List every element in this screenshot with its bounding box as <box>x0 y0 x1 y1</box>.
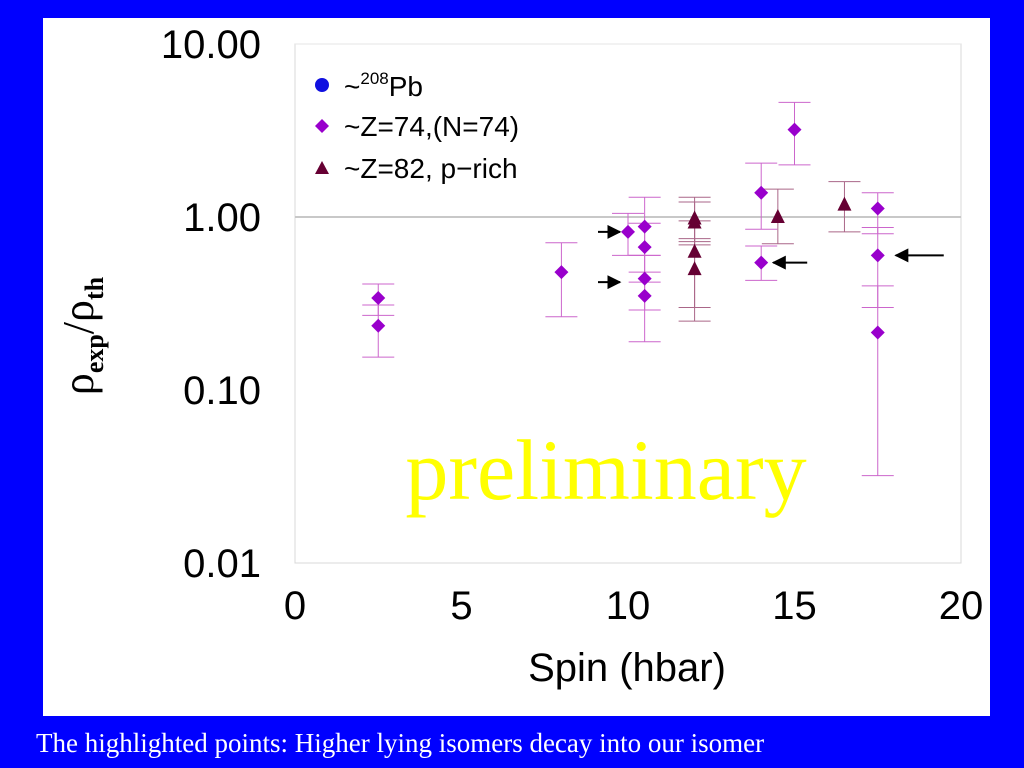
y-label-rho-exp: ρ <box>54 373 103 395</box>
y-label-sep: / <box>54 321 103 334</box>
slide-caption: The highlighted points: Higher lying iso… <box>36 728 765 758</box>
x-tick-label: 15 <box>772 584 817 628</box>
data-point-z74 <box>371 291 386 306</box>
y-label-sub-th: th <box>80 276 109 300</box>
legend-label-z74: ~Z=74,(N=74) <box>344 111 519 142</box>
data-point-z82 <box>770 209 785 223</box>
legend-label-z82: ~Z=82, p−rich <box>344 153 518 184</box>
y-label-rho-th: ρ <box>54 300 103 322</box>
data-point-z74 <box>870 325 885 340</box>
data-point-z82 <box>687 261 702 276</box>
data-point-z82 <box>837 196 852 211</box>
y-tick-label: 10.00 <box>161 23 261 67</box>
scatter-chart: 0 5 10 15 20 10.00 1.00 0.10 0.01 Spin (hbar) ρe… <box>54 23 983 690</box>
chart-panel: 0 5 10 15 20 10.00 1.00 0.10 0.01 Spin (hbar) ρe… <box>43 18 990 716</box>
legend-label-pb: ~208Pb <box>344 69 423 102</box>
y-label-sub-exp: exp <box>80 334 109 373</box>
data-point-z74 <box>754 255 769 270</box>
x-tick-label: 20 <box>939 584 984 628</box>
y-tick-label: 0.10 <box>183 369 261 413</box>
legend-pb-symbol: Pb <box>389 71 423 102</box>
legend-marker-pb <box>315 78 329 92</box>
data-point-z82 <box>687 243 702 258</box>
data-points-layer <box>371 122 885 340</box>
x-tick-label: 5 <box>450 584 472 628</box>
data-point-z74 <box>870 248 885 263</box>
data-point-z82 <box>687 214 702 229</box>
legend-pb-tilde: ~ <box>344 71 360 102</box>
data-point-z74 <box>870 201 885 216</box>
y-axis-label: ρexp/ρth <box>54 276 109 395</box>
x-axis-label: Spin (hbar) <box>528 646 726 690</box>
data-point-z74 <box>637 219 652 234</box>
data-point-z74 <box>621 224 635 239</box>
data-point-z74 <box>754 185 769 200</box>
legend-marker-z82 <box>315 161 329 174</box>
x-tick-label: 10 <box>606 584 651 628</box>
y-tick-label: 1.00 <box>183 196 261 240</box>
tick-labels-layer: 0 5 10 15 20 10.00 1.00 0.10 0.01 <box>161 23 983 628</box>
data-point-z74 <box>637 240 652 255</box>
data-point-z74 <box>554 265 569 280</box>
legend-pb-mass: 208 <box>360 69 388 88</box>
data-point-z74 <box>637 288 652 303</box>
preliminary-watermark: preliminary <box>405 422 806 518</box>
legend-marker-z74 <box>315 119 329 133</box>
highlight-arrows-layer <box>598 224 944 290</box>
data-point-z74 <box>637 271 652 286</box>
data-point-z74 <box>787 122 802 137</box>
legend: ~208Pb ~Z=74,(N=74) ~Z=82, p−rich <box>315 69 519 184</box>
y-tick-label: 0.01 <box>183 542 261 586</box>
x-tick-label: 0 <box>284 584 306 628</box>
data-point-z74 <box>371 318 386 333</box>
